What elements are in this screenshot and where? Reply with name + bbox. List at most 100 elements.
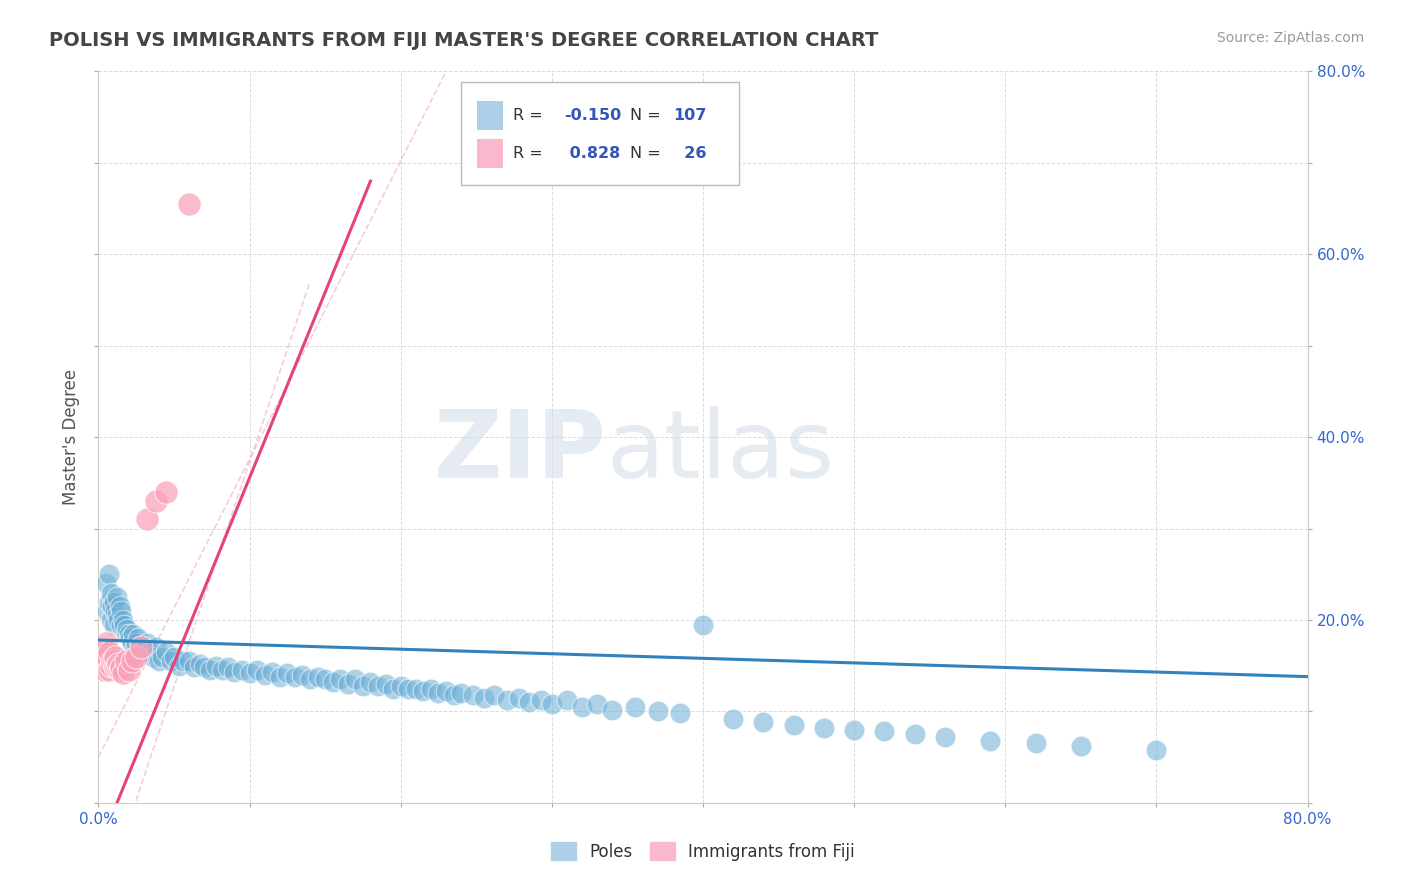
Point [904,727,927,741]
Point [121,636,143,650]
Point [150,649,173,664]
Point [122,626,145,640]
Point [101,599,124,614]
Point [844,723,866,737]
Point [284,670,307,684]
Point [307,670,329,684]
Point [200,663,222,677]
Point [98,567,121,582]
Point [752,715,775,730]
Point [96,604,118,618]
Point [193,660,215,674]
Point [100,613,122,627]
Point [276,665,298,680]
Point [647,705,669,719]
Point [352,679,374,693]
Point [495,693,517,707]
Point [120,632,142,646]
Point [105,590,128,604]
Point [132,640,155,655]
Point [1070,739,1092,753]
Point [104,649,127,664]
Point [101,654,124,668]
Point [112,617,135,632]
Point [94,636,117,650]
Point [110,660,132,674]
Text: atlas: atlas [606,406,835,498]
Point [299,673,322,687]
Point [262,665,284,679]
Point [360,675,382,690]
Point [118,626,141,640]
Point [602,702,624,716]
Point [105,608,128,623]
Point [114,654,136,668]
Text: 107: 107 [672,108,706,123]
Text: R =: R = [513,145,543,161]
Point [135,512,157,526]
Point [103,617,125,632]
Point [624,699,647,714]
Point [108,663,131,677]
Point [463,688,485,702]
Point [246,663,269,677]
Text: ZIP: ZIP [433,406,606,498]
Point [1144,743,1167,757]
Point [420,681,443,696]
Point [484,688,506,702]
Point [179,197,201,211]
Point [336,677,359,691]
Point [172,654,194,668]
Point [107,613,129,627]
Point [111,613,134,627]
Point [155,645,177,659]
Point [114,626,136,640]
Point [155,485,177,500]
Point [124,640,146,655]
Point [110,604,132,618]
Point [205,658,228,673]
Point [979,733,1001,747]
Point [110,617,132,632]
Point [322,675,344,690]
Point [692,617,714,632]
Point [111,665,134,680]
Text: Source: ZipAtlas.com: Source: ZipAtlas.com [1216,31,1364,45]
Point [121,654,143,668]
Point [103,594,125,608]
Point [239,665,262,680]
Point [450,686,472,700]
Point [145,640,167,655]
Point [344,673,367,687]
Point [389,679,412,693]
Y-axis label: Master's Degree: Master's Degree [62,369,80,505]
Point [412,684,434,698]
Point [1024,736,1046,750]
Point [443,688,465,702]
FancyBboxPatch shape [477,101,503,130]
Point [105,660,128,674]
Point [139,645,162,659]
Point [160,654,183,668]
Point [586,697,609,711]
Text: 26: 26 [672,145,706,161]
Point [813,721,835,735]
Point [145,494,167,508]
Point [148,654,170,668]
Point [100,658,122,673]
Point [530,693,553,707]
Point [125,636,148,650]
Point [269,670,291,684]
Text: POLISH VS IMMIGRANTS FROM FIJI MASTER'S DEGREE CORRELATION CHART: POLISH VS IMMIGRANTS FROM FIJI MASTER'S … [49,31,879,50]
Point [142,649,165,664]
Point [723,712,745,726]
Point [540,697,562,711]
Point [103,654,125,668]
Point [405,681,427,696]
FancyBboxPatch shape [477,138,503,168]
Point [98,663,121,677]
Point [434,684,457,698]
Point [291,667,314,681]
Point [127,632,149,646]
Text: -0.150: -0.150 [564,108,621,123]
